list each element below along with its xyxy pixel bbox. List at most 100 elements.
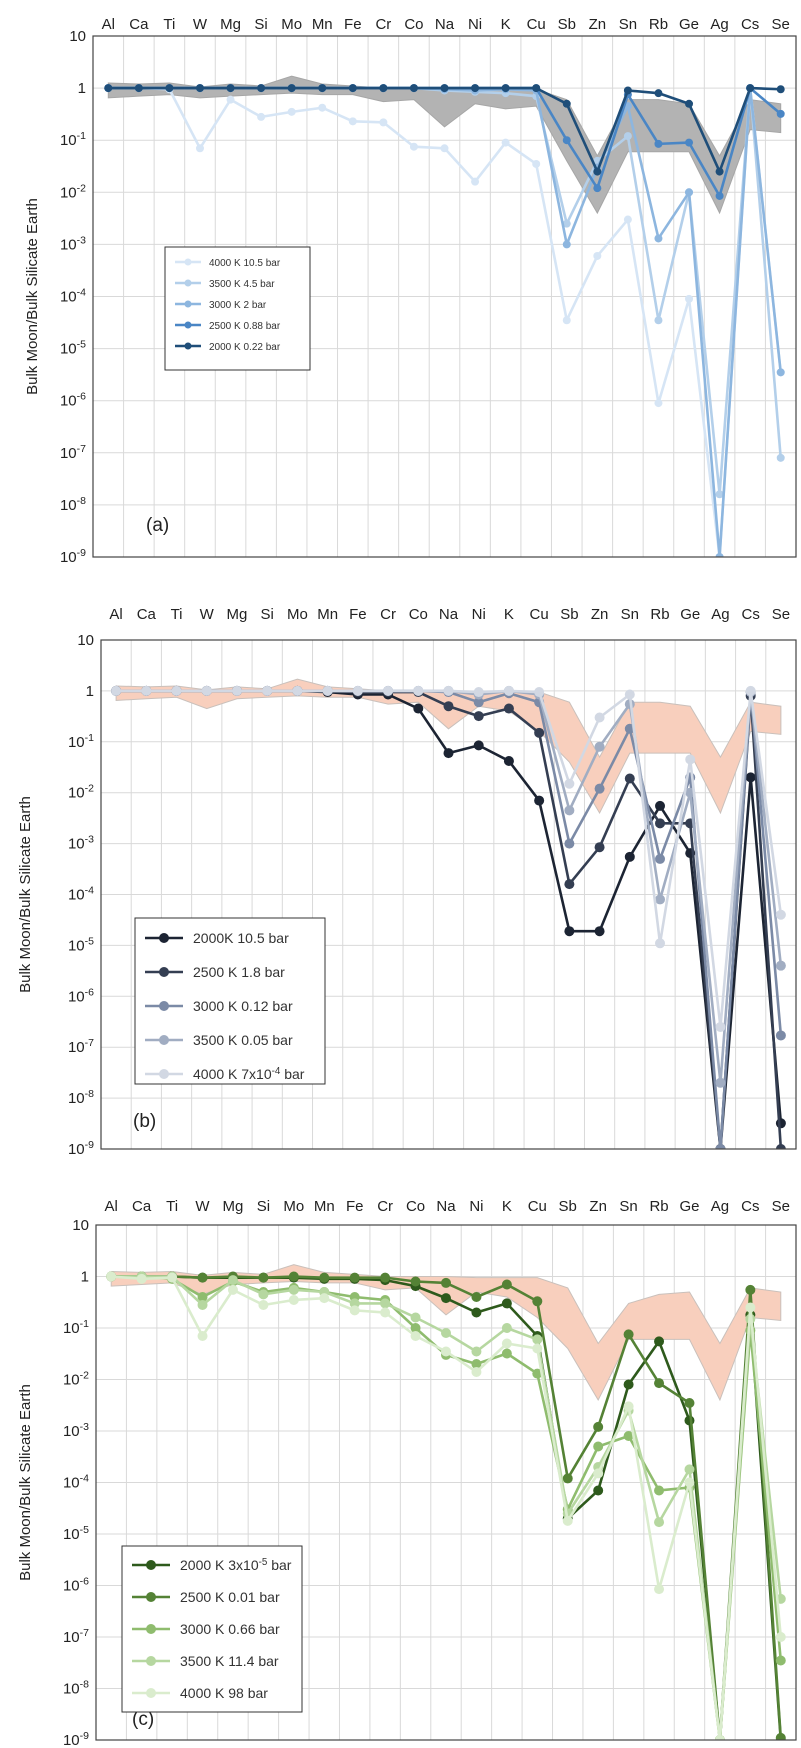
data-point	[322, 685, 333, 696]
data-point	[503, 755, 514, 766]
category-label: Ni	[468, 16, 482, 33]
legend-label: 4000 K 7x10-4 bar	[193, 1066, 305, 1083]
legend-entry: 3000 K 2 bar	[175, 300, 267, 311]
legend: 2000 K 3x10-5 bar 2500 K 0.01 bar 3000 K 0…	[121, 1545, 303, 1713]
legend-entry: 2000 K 0.22 bar	[175, 342, 281, 353]
legend-label: 2500 K 1.8 bar	[193, 964, 285, 980]
data-point	[593, 167, 602, 176]
data-point	[532, 1368, 543, 1379]
data-point	[258, 1272, 269, 1283]
legend-label: 2500 K 0.01 bar	[180, 1589, 280, 1605]
y-tick-label-exp: -5	[80, 1524, 89, 1536]
plot-frame	[92, 35, 797, 558]
category-label: Co	[404, 16, 423, 33]
y-tick-label-exp: -5	[77, 339, 86, 351]
y-tick-label: 1	[78, 80, 86, 97]
y-tick-label-exp: -8	[85, 1088, 94, 1100]
data-point	[443, 685, 454, 696]
category-label: Cs	[741, 16, 759, 33]
legend-swatch-marker	[146, 1624, 156, 1634]
data-point	[352, 685, 363, 696]
data-point	[473, 687, 484, 698]
y-tick-label: 10-9	[63, 1730, 89, 1748]
category-label: Al	[109, 606, 122, 623]
data-point	[227, 1284, 238, 1295]
y-tick-label: 10-8	[68, 1088, 94, 1107]
legend-label-base: 2000 K 3x10	[180, 1557, 259, 1573]
category-label: Fe	[346, 1198, 364, 1215]
data-point	[410, 1323, 421, 1333]
data-point	[410, 1276, 421, 1287]
y-tick-label-base: 1	[86, 683, 94, 700]
legend-entry: 2000 K 3x10-5 bar	[132, 1557, 292, 1573]
category-label: Zn	[591, 606, 609, 623]
data-point	[624, 689, 635, 700]
data-point	[624, 851, 635, 862]
data-point	[258, 1299, 269, 1310]
y-tick-label: 10-1	[63, 1318, 89, 1337]
data-point	[654, 1584, 665, 1595]
y-tick-label-exp: -4	[85, 885, 94, 897]
data-point	[594, 926, 605, 937]
category-label: Ge	[679, 16, 699, 33]
data-point	[685, 138, 694, 147]
legend-entry: 2500 K 0.88 bar	[175, 321, 281, 332]
category-label: Ca	[132, 1198, 152, 1215]
data-point	[197, 1299, 208, 1310]
data-point	[471, 84, 480, 93]
data-point	[532, 159, 541, 168]
data-point	[165, 84, 174, 93]
category-label: Co	[409, 606, 428, 623]
data-point	[534, 795, 545, 806]
data-point	[319, 1293, 330, 1304]
legend-entry: 4000 K 7x10-4 bar	[145, 1066, 305, 1083]
range-band	[110, 1264, 782, 1402]
category-label: Fe	[344, 16, 362, 33]
legend-entry: 3000 K 0.66 bar	[132, 1621, 280, 1637]
legend-label-exp: -4	[272, 1066, 281, 1077]
y-tick-label-exp: -6	[80, 1576, 89, 1588]
y-tick-label-exp: -9	[77, 547, 86, 559]
y-tick-label-base: 10	[63, 1578, 80, 1595]
data-point	[501, 84, 510, 93]
data-point	[171, 685, 182, 696]
legend-swatch-marker	[184, 342, 192, 350]
data-point	[775, 909, 786, 920]
category-label: Se	[772, 1198, 790, 1215]
category-label: Ni	[472, 606, 486, 623]
data-point	[197, 1272, 208, 1283]
data-point	[564, 926, 575, 937]
data-point	[288, 1271, 299, 1282]
legend-label: 3500 K 0.05 bar	[193, 1032, 293, 1048]
y-tick-label-exp: -4	[77, 287, 86, 299]
category-label: Mn	[317, 606, 338, 623]
data-point	[413, 703, 424, 714]
data-point	[593, 251, 602, 260]
data-point	[201, 685, 212, 696]
data-point	[231, 685, 242, 696]
data-point	[503, 685, 514, 696]
y-tick-label-exp: -1	[77, 130, 86, 142]
legend-swatch-marker	[159, 1001, 169, 1011]
y-tick-label: 10	[77, 632, 94, 649]
y-tick-label-base: 10	[68, 1090, 85, 1107]
data-point	[410, 1330, 421, 1341]
data-point	[349, 1298, 360, 1309]
legend-entry: 3500 K 4.5 bar	[175, 279, 275, 290]
y-tick-label-base: 10	[68, 1141, 85, 1158]
legend-label: 4000 K 98 bar	[180, 1685, 268, 1701]
y-tick-label: 10-4	[60, 287, 86, 306]
y-tick-label-base: 10	[68, 1039, 85, 1056]
legend-swatch-marker	[159, 1035, 169, 1045]
data-point	[623, 1430, 634, 1441]
data-point	[501, 1338, 512, 1349]
category-label: Ti	[163, 16, 175, 33]
legend-label: 2500 K 0.88 bar	[209, 321, 281, 332]
y-tick-label-exp: -8	[77, 495, 86, 507]
data-point	[715, 490, 724, 499]
category-label: Na	[435, 16, 455, 33]
data-point	[288, 1284, 299, 1295]
legend-label: 3000 K 0.66 bar	[180, 1621, 280, 1637]
y-tick-label: 10-6	[60, 391, 86, 410]
